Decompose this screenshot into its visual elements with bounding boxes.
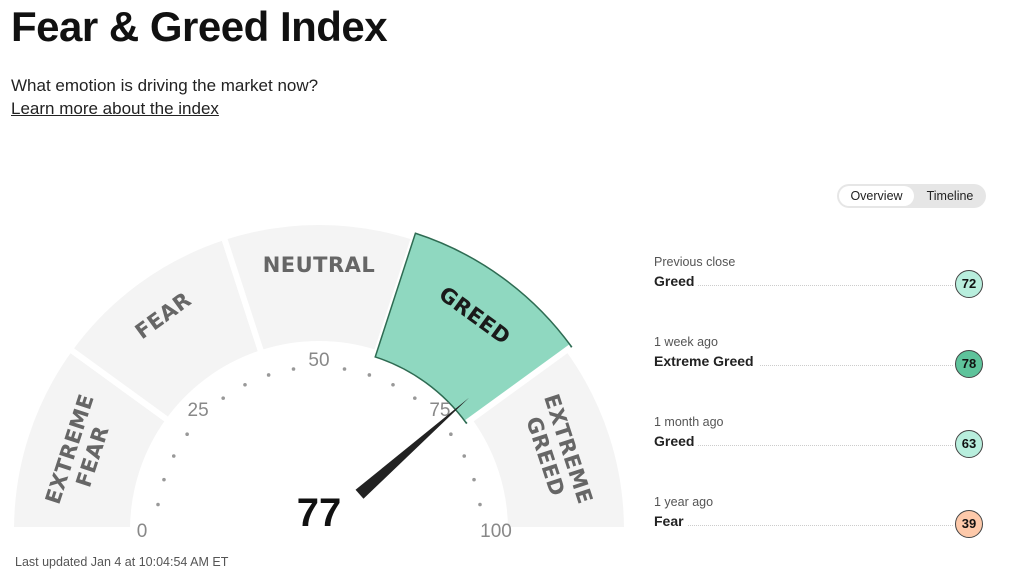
overview-tab[interactable]: Overview: [839, 186, 914, 206]
history-score-badge: 39: [955, 510, 983, 538]
gauge-segment: [465, 344, 631, 533]
gauge-tick: [171, 454, 176, 458]
history-rating: Fear: [654, 513, 684, 529]
dotted-divider: [698, 285, 953, 286]
history-rating: Greed: [654, 273, 695, 289]
gauge-tick-label: 0: [137, 521, 148, 542]
gauge-segment-label-line: NEUTRAL: [263, 253, 376, 277]
dotted-divider: [688, 525, 953, 526]
gauge-tick: [462, 454, 467, 458]
gauge-needle-group: 77: [297, 397, 470, 535]
gauge-hub: [257, 483, 381, 545]
gauge-ticks: [156, 367, 482, 507]
gauge-tick-label: 75: [429, 400, 450, 421]
page-title: Fear & Greed Index: [11, 3, 388, 50]
gauge-needle: [355, 397, 470, 499]
gauge-segments: [7, 219, 631, 533]
gauge-tick: [266, 373, 271, 377]
gauge-tick: [367, 373, 372, 377]
last-updated: Last updated Jan 4 at 10:04:54 AM ET: [15, 555, 229, 569]
gauge-tick: [243, 382, 247, 387]
gauge-tick-label: 50: [308, 350, 329, 371]
gauge-tick: [162, 477, 166, 482]
dotted-divider: [698, 445, 953, 446]
history-rating: Extreme Greed: [654, 353, 754, 369]
gauge-tick: [449, 432, 453, 436]
gauge-tick: [413, 396, 417, 400]
view-toggle: Overview Timeline: [837, 184, 986, 208]
gauge-tick: [221, 396, 225, 400]
page-subtitle: What emotion is driving the market now?: [11, 76, 319, 95]
gauge-tick-label: 25: [188, 400, 209, 421]
learn-more-link[interactable]: Learn more about the index: [11, 99, 219, 118]
history-item-previous-close: Previous close Greed 72: [654, 255, 984, 298]
history-period: Previous close: [654, 255, 736, 269]
history-period: 1 month ago: [654, 415, 724, 429]
gauge-score: 77: [297, 491, 342, 535]
gauge-tick: [156, 502, 160, 507]
gauge-segment-label: NEUTRAL: [263, 253, 376, 277]
history-item-1-week: 1 week ago Extreme Greed 78: [654, 335, 984, 378]
gauge-tick-labels: 0 25 50 75 100: [137, 350, 512, 542]
timeline-tab[interactable]: Timeline: [926, 189, 974, 203]
history-score-badge: 78: [955, 350, 983, 378]
history-item-1-month: 1 month ago Greed 63: [654, 415, 984, 458]
gauge-segment: [374, 232, 573, 425]
gauge-tick: [342, 367, 347, 371]
gauge-tick: [185, 432, 189, 436]
gauge-tick: [291, 367, 296, 371]
history-item-1-year: 1 year ago Fear 39: [654, 495, 984, 538]
gauge-center: [257, 483, 381, 545]
history-rating: Greed: [654, 433, 695, 449]
gauge-tick: [478, 502, 482, 507]
history-period: 1 year ago: [654, 495, 714, 509]
history-score-badge: 72: [955, 270, 983, 298]
history-period: 1 week ago: [654, 335, 718, 349]
history-score-badge: 63: [955, 430, 983, 458]
dotted-divider: [760, 365, 953, 366]
gauge-tick-label: 100: [480, 521, 512, 542]
gauge-tick: [472, 477, 476, 482]
gauge-tick: [391, 382, 395, 387]
